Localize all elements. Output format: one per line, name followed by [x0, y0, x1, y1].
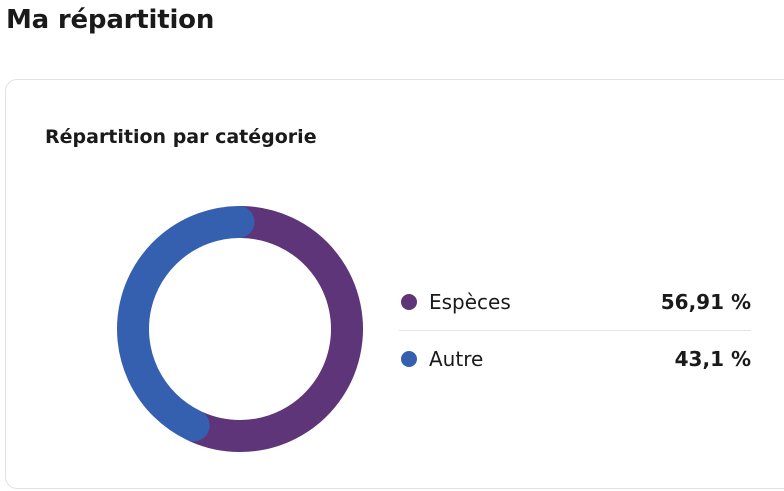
legend-label: Autre [429, 346, 484, 371]
card-title: Répartition par catégorie [45, 126, 317, 148]
donut-slice-especes [180, 206, 363, 452]
legend-item-autre: Autre 43,1 % [399, 330, 751, 386]
legend-label: Espèces [429, 290, 511, 314]
donut-chart [117, 206, 363, 452]
page-title: Ma répartition [6, 5, 215, 35]
legend-value: 56,91 % [660, 290, 751, 314]
legend-item-especes: Espèces 56,91 % [399, 274, 751, 330]
allocation-card: Répartition par catégorie Espèces 56,91 … [5, 79, 784, 489]
legend-value: 43,1 % [674, 346, 751, 371]
chart-legend: Espèces 56,91 % Autre 43,1 % [399, 274, 751, 386]
legend-dot-especes [401, 294, 417, 310]
donut-slice-autre [117, 206, 255, 442]
legend-dot-autre [401, 350, 417, 367]
